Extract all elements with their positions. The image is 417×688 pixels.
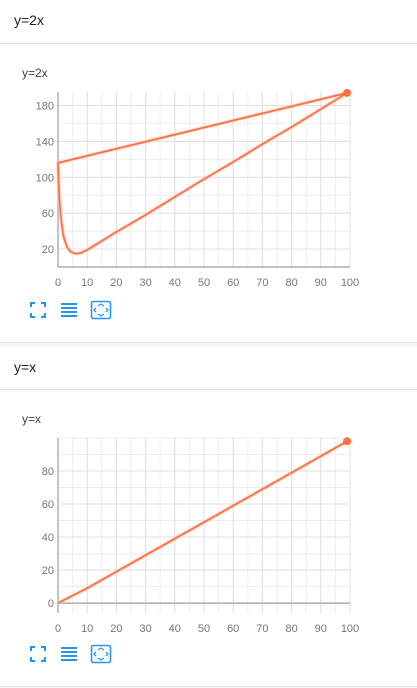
x-tick-label: 0 [55, 277, 61, 289]
fit-domain-button[interactable] [90, 300, 112, 320]
line-chart: 0 10 20 30 40 50 60 70 80 90 100 20 60 100 140 180 [36, 88, 359, 289]
x-tick-label: 60 [227, 623, 239, 635]
x-tick-label: 0 [55, 623, 61, 635]
x-tick-label: 30 [139, 277, 151, 289]
x-tick-label: 50 [198, 623, 210, 635]
y-tick-label: 60 [42, 499, 54, 511]
fit-domain-button[interactable] [90, 644, 112, 664]
x-tick-label: 30 [139, 623, 151, 635]
x-tick-label: 60 [227, 277, 239, 289]
section-title: y=2x [14, 12, 44, 28]
x-tick-label: 90 [315, 623, 327, 635]
y-tick-label: 60 [42, 208, 54, 220]
section-header[interactable]: y=x [0, 347, 417, 389]
y-tick-label: 20 [42, 565, 54, 577]
fullscreen-icon [30, 646, 46, 662]
series-line [57, 440, 348, 604]
section-header[interactable]: y=2x [0, 0, 417, 42]
x-tick-label: 10 [81, 623, 93, 635]
x-tick-label: 70 [256, 277, 268, 289]
card-title: y=2x [22, 66, 48, 80]
data-table-icon [61, 647, 77, 661]
y-tick-label: 180 [36, 100, 54, 112]
fullscreen-button[interactable] [28, 300, 48, 320]
chart-card: y=x 0 10 20 30 40 50 60 70 80 90 100 0 20 40 60 80 [0, 389, 417, 687]
y-tick-label: 80 [42, 466, 54, 478]
data-table-button[interactable] [59, 644, 79, 664]
y-tick-label: 40 [42, 532, 54, 544]
series-end-point [343, 88, 352, 97]
chart-card: y=2x 0 10 20 30 40 50 60 70 80 90 100 20 60 100 140 180 [0, 43, 417, 343]
y-tick-label: 140 [36, 136, 54, 148]
fullscreen-icon [30, 302, 46, 318]
fullscreen-button[interactable] [28, 644, 48, 664]
section-title: y=x [14, 359, 37, 375]
x-tick-label: 40 [169, 623, 181, 635]
series-line [57, 92, 349, 255]
data-table-icon [61, 303, 77, 317]
y-tick-label: 100 [36, 172, 54, 184]
fit-domain-icon [90, 644, 112, 664]
x-tick-label: 80 [285, 623, 297, 635]
y-tick-label: 0 [48, 598, 54, 610]
x-tick-label: 80 [285, 277, 297, 289]
line-chart: 0 10 20 30 40 50 60 70 80 90 100 0 20 40 60 80 [42, 437, 359, 635]
series-end-point [343, 437, 352, 446]
x-tick-label: 100 [341, 277, 359, 289]
x-tick-label: 20 [110, 277, 122, 289]
card-title: y=x [22, 412, 42, 426]
x-tick-label: 20 [110, 623, 122, 635]
fit-domain-icon [90, 300, 112, 320]
x-tick-label: 10 [81, 277, 93, 289]
x-tick-label: 90 [315, 277, 327, 289]
data-table-button[interactable] [59, 300, 79, 320]
y-tick-label: 20 [42, 244, 54, 256]
x-tick-label: 50 [198, 277, 210, 289]
x-tick-label: 40 [169, 277, 181, 289]
x-tick-label: 100 [341, 623, 359, 635]
x-tick-label: 70 [256, 623, 268, 635]
